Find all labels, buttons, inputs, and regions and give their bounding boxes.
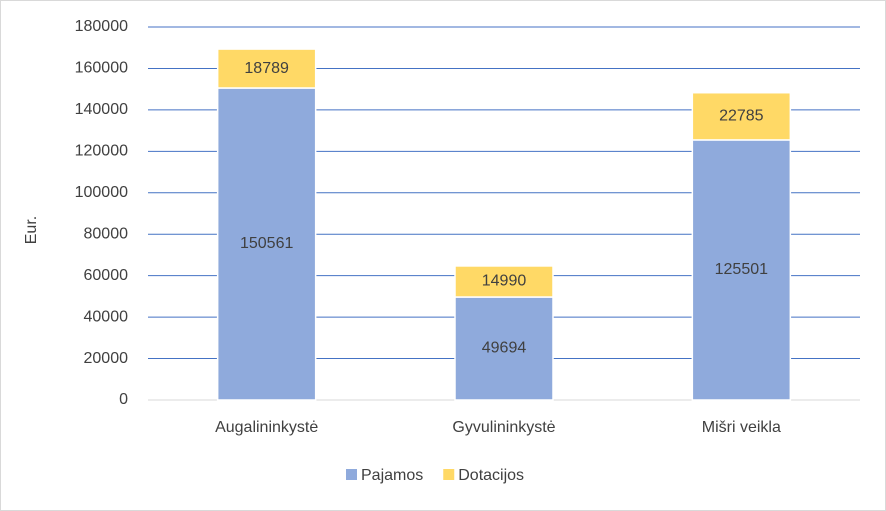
x-tick-label: Augalininkystė bbox=[215, 419, 318, 436]
y-axis-label: Eur. bbox=[23, 216, 40, 244]
bar-segment bbox=[691, 139, 792, 401]
y-tick-label: 140000 bbox=[75, 101, 128, 118]
y-tick-label: 100000 bbox=[75, 184, 128, 201]
data-label: 14990 bbox=[482, 273, 527, 290]
x-tick-label: Mišri veikla bbox=[702, 419, 781, 436]
y-tick-label: 160000 bbox=[75, 60, 128, 77]
y-tick-label: 20000 bbox=[84, 350, 129, 367]
data-label: 150561 bbox=[240, 235, 293, 252]
y-tick-label: 40000 bbox=[84, 308, 129, 325]
y-tick-label: 120000 bbox=[75, 143, 128, 160]
legend-label: Dotacijos bbox=[458, 467, 524, 484]
data-label: 49694 bbox=[482, 340, 527, 357]
y-tick-label: 80000 bbox=[84, 225, 129, 242]
legend-swatch bbox=[346, 469, 357, 480]
data-label: 125501 bbox=[715, 261, 768, 278]
bar-segment bbox=[691, 91, 792, 141]
legend-label: Pajamos bbox=[361, 467, 423, 484]
data-label: 18789 bbox=[244, 60, 289, 77]
bar-segment bbox=[216, 48, 317, 89]
y-tick-label: 0 bbox=[119, 391, 128, 408]
bar-segment bbox=[454, 296, 554, 401]
y-tick-label: 60000 bbox=[84, 267, 129, 284]
data-label: 22785 bbox=[719, 108, 764, 125]
bar-segment bbox=[216, 87, 317, 401]
bar-segment bbox=[454, 265, 554, 298]
legend-swatch bbox=[443, 469, 455, 480]
y-tick-label: 180000 bbox=[75, 18, 128, 35]
x-tick-label: Gyvulininkystė bbox=[452, 419, 555, 436]
